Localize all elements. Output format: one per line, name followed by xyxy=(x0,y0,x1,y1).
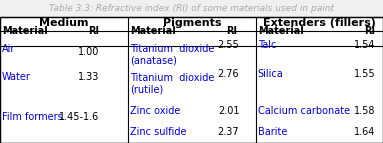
Text: RI: RI xyxy=(226,26,237,36)
Text: Zinc oxide: Zinc oxide xyxy=(130,106,181,116)
Text: Air: Air xyxy=(2,44,15,54)
Text: Barite: Barite xyxy=(258,127,287,137)
Text: 2.76: 2.76 xyxy=(218,69,239,79)
Text: Water: Water xyxy=(2,72,31,82)
Text: Talc: Talc xyxy=(258,40,276,50)
Text: 1.54: 1.54 xyxy=(354,40,375,50)
Text: 2.37: 2.37 xyxy=(218,127,239,137)
Text: RI: RI xyxy=(364,26,375,36)
Text: Material: Material xyxy=(2,26,47,36)
Text: 2.01: 2.01 xyxy=(218,106,239,116)
Text: Silica: Silica xyxy=(258,69,283,79)
Text: 1.64: 1.64 xyxy=(354,127,375,137)
Text: 1.58: 1.58 xyxy=(354,106,375,116)
Text: Material: Material xyxy=(258,26,303,36)
Text: 1.55: 1.55 xyxy=(354,69,375,79)
Text: Extenders (fillers): Extenders (fillers) xyxy=(263,18,376,28)
Text: 1.33: 1.33 xyxy=(78,72,100,82)
Text: 1.45-1.6: 1.45-1.6 xyxy=(59,112,100,122)
Text: Titanium  dioxide
(rutile): Titanium dioxide (rutile) xyxy=(130,73,214,95)
Text: Film formers: Film formers xyxy=(2,112,63,122)
Text: Material: Material xyxy=(130,26,176,36)
Text: Zinc sulfide: Zinc sulfide xyxy=(130,127,187,137)
Text: Calcium carbonate: Calcium carbonate xyxy=(258,106,350,116)
Text: Pigments: Pigments xyxy=(163,18,221,28)
Text: Medium: Medium xyxy=(39,18,89,28)
Bar xyxy=(0,17,383,143)
Text: Table 3.3: Refractive index (RI) of some materials used in paint: Table 3.3: Refractive index (RI) of some… xyxy=(49,4,334,13)
Text: 1.00: 1.00 xyxy=(78,47,100,57)
Text: Titanium  dioxide
(anatase): Titanium dioxide (anatase) xyxy=(130,44,214,66)
Text: 2.55: 2.55 xyxy=(218,40,239,50)
Text: RI: RI xyxy=(88,26,100,36)
